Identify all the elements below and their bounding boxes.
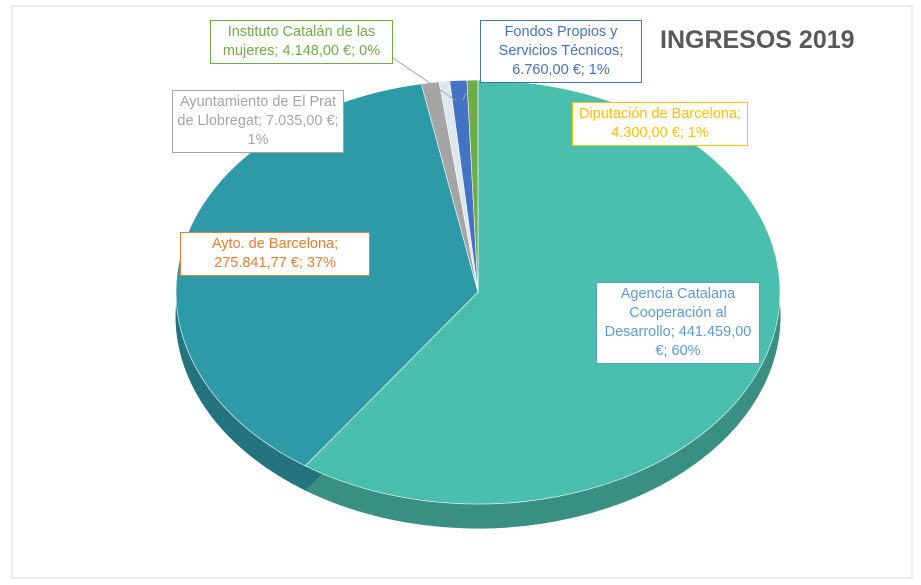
leader-line (392, 57, 456, 101)
slice (466, 79, 479, 293)
data-label: Instituto Catalán de las mujeres; 4.148,… (210, 20, 393, 64)
chart-title: INGRESOS 2019 (660, 26, 855, 54)
data-label: Ayto. de Barcelona; 275.841,77 €; 37% (180, 232, 370, 276)
data-label: Fondos Propios y Servicios Técnicos; 6.7… (480, 20, 642, 83)
data-label: Agencia Catalana Cooperación al Desarrol… (596, 282, 760, 364)
data-label: Diputación de Barcelona; 4.300,00 €; 1% (572, 102, 748, 146)
data-label: Ayuntamiento de El Prat de Llobregat; 7.… (172, 90, 344, 153)
leader-line (462, 92, 467, 101)
